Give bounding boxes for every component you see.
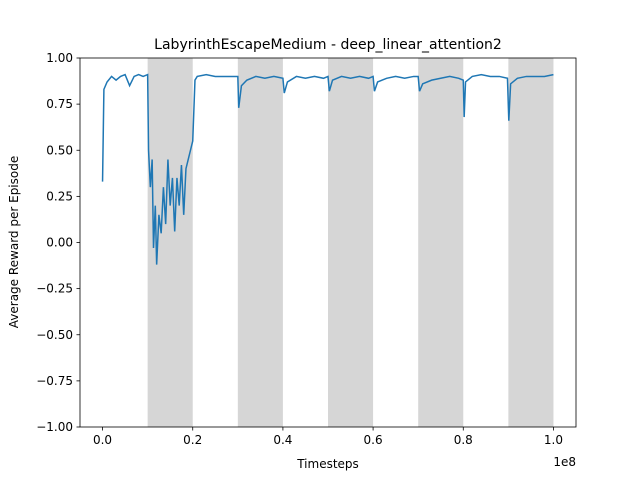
x-tick-label: 0.2 <box>183 433 202 447</box>
y-tick-label: 0.75 <box>46 97 73 111</box>
x-axis-label: Timesteps <box>296 457 359 471</box>
y-tick-label: −0.25 <box>36 282 73 296</box>
y-tick-label: 1.00 <box>46 51 73 65</box>
y-axis-label: Average Reward per Episode <box>7 156 21 328</box>
x-tick-label: 1.0 <box>544 433 563 447</box>
shaded-region <box>147 58 193 427</box>
chart-title: LabyrinthEscapeMedium - deep_linear_atte… <box>154 37 502 53</box>
x-tick-label: 0.8 <box>454 433 473 447</box>
x-tick-label: 0.4 <box>273 433 292 447</box>
y-tick-label: −1.00 <box>36 420 73 434</box>
y-tick-label: −0.50 <box>36 328 73 342</box>
shaded-region <box>418 58 464 427</box>
shaded-region <box>508 58 554 427</box>
y-tick-label: 0.25 <box>46 189 73 203</box>
shaded-region <box>328 58 374 427</box>
x-tick-label: 0.0 <box>93 433 112 447</box>
shaded-region <box>237 58 283 427</box>
x-offset-label: 1e8 <box>553 455 576 469</box>
line <box>101 73 554 265</box>
y-tick-label: −0.75 <box>36 374 73 388</box>
y-tick-label: 0.50 <box>46 143 73 157</box>
x-tick-label: 0.6 <box>364 433 383 447</box>
y-tick-label: 0.00 <box>46 236 73 250</box>
